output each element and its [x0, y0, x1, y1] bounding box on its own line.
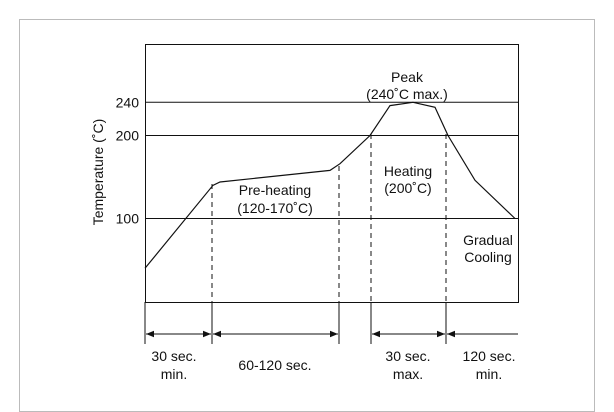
annotation-cooling-line2: Cooling [464, 249, 511, 265]
y-tick-labels: 100 200 240 [116, 94, 140, 226]
segment-3-line2: max. [393, 366, 423, 382]
y-tick-label-200: 200 [116, 128, 140, 144]
annotation-preheating-line1: Pre-heating [239, 182, 311, 198]
segment-1-line1: 30 sec. [151, 348, 196, 364]
plot-area [145, 44, 519, 303]
time-segments [144, 302, 518, 344]
annotation-cooling: Gradual Cooling [463, 232, 513, 265]
segment-4-line1: 120 sec. [463, 348, 516, 364]
annotation-heating-line1: Heating [384, 163, 432, 179]
y-tick-label-240: 240 [116, 94, 140, 110]
annotation-peak: Peak (240˚C max.) [366, 69, 448, 102]
segment-3-line1: 30 sec. [385, 348, 430, 364]
temperature-profile-curve [144, 101, 516, 269]
annotation-preheating-line2: (120-170˚C) [237, 200, 312, 216]
segment-labels: 30 sec. min. 60-120 sec. 30 sec. max. 12… [151, 348, 515, 382]
y-axis-label: Temperature (˚C) [90, 119, 106, 226]
annotation-heating-line2: (200˚C) [384, 180, 431, 196]
segment-1-line2: min. [161, 366, 187, 382]
annotation-heating: Heating (200˚C) [384, 163, 432, 196]
annotation-peak-line1: Peak [391, 69, 424, 85]
phase-markers [211, 134, 447, 302]
gridlines [145, 101, 518, 219]
annotation-preheating: Pre-heating (120-170˚C) [237, 182, 312, 216]
annotation-cooling-line1: Gradual [463, 232, 513, 248]
annotation-peak-line2: (240˚C max.) [366, 86, 448, 102]
segment-4-line2: min. [476, 366, 502, 382]
y-tick-label-100: 100 [116, 211, 140, 227]
segment-2-line1: 60-120 sec. [238, 357, 311, 373]
